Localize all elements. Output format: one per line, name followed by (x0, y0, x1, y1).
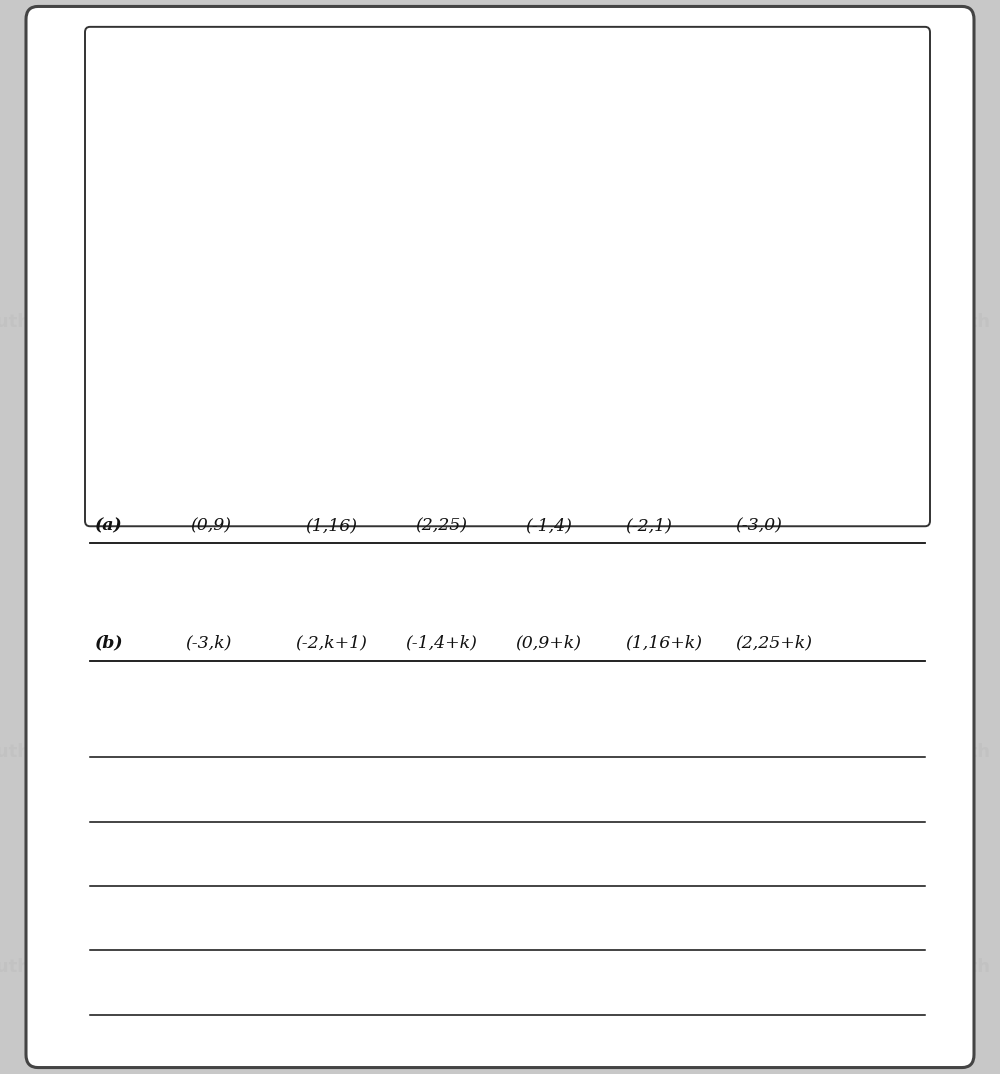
Text: (2,25+k): (2,25+k) (735, 635, 812, 652)
Text: (-3,k): (-3,k) (531, 377, 560, 387)
Text: x: x (467, 460, 476, 475)
Text: (0,9+k): (0,9+k) (795, 367, 837, 378)
Text: (1,16): (1,16) (357, 189, 390, 199)
Text: Gauth: Gauth (590, 851, 650, 868)
Text: Gauth: Gauth (0, 314, 30, 331)
Text: Gauth: Gauth (590, 593, 650, 610)
Text: Gauth: Gauth (90, 593, 150, 610)
FancyBboxPatch shape (85, 27, 930, 526)
Text: Gauth: Gauth (350, 77, 411, 95)
Text: Gauth: Gauth (350, 593, 411, 610)
Text: (1,16+k): (1,16+k) (625, 635, 702, 652)
Text: Gauth: Gauth (90, 851, 150, 868)
Text: (a): (a) (95, 518, 123, 535)
Text: (-1,4): (-1,4) (525, 518, 572, 535)
Text: Gauth: Gauth (590, 292, 650, 309)
Text: Gauth: Gauth (90, 292, 150, 309)
Text: X: X (904, 318, 914, 333)
Text: (-3,k): (-3,k) (531, 244, 560, 253)
Text: Gauth: Gauth (850, 77, 910, 95)
Text: Gauth: Gauth (850, 292, 910, 309)
Text: (0,9+k): (0,9+k) (515, 635, 581, 652)
Text: Gauth: Gauth (0, 958, 30, 975)
Text: Gauth: Gauth (0, 743, 30, 760)
Text: y: y (298, 61, 307, 76)
Text: Gauth: Gauth (350, 851, 411, 868)
Text: Gauth: Gauth (850, 593, 910, 610)
Text: (-3,0): (-3,0) (136, 475, 166, 484)
FancyBboxPatch shape (26, 6, 974, 1068)
Text: Gauth: Gauth (930, 958, 990, 975)
Text: (0,9): (0,9) (190, 518, 231, 535)
Text: Gauth: Gauth (930, 314, 990, 331)
Text: (-3,0): (-3,0) (735, 518, 782, 535)
Text: (2,25): (2,25) (380, 72, 413, 82)
Text: (-2,k+1): (-2,k+1) (295, 635, 367, 652)
Text: (0,9): (0,9) (236, 292, 262, 302)
Text: ② k<0: ② k<0 (795, 416, 833, 429)
Text: Gauth: Gauth (90, 77, 150, 95)
Text: Gauth: Gauth (350, 292, 411, 309)
Text: (-2,1): (-2,1) (625, 518, 672, 535)
Text: (b): (b) (95, 635, 124, 652)
Text: (0,9+k): (0,9+k) (795, 165, 837, 176)
Text: ① k>0: ① k>0 (795, 86, 833, 99)
Text: Gauth: Gauth (590, 77, 650, 95)
Text: (2,25): (2,25) (415, 518, 467, 535)
Text: Gauth: Gauth (850, 851, 910, 868)
Text: Gauth: Gauth (930, 743, 990, 760)
Text: (-3,k): (-3,k) (185, 635, 231, 652)
Text: (1,16): (1,16) (305, 518, 357, 535)
Text: (-1,4+k): (-1,4+k) (405, 635, 477, 652)
